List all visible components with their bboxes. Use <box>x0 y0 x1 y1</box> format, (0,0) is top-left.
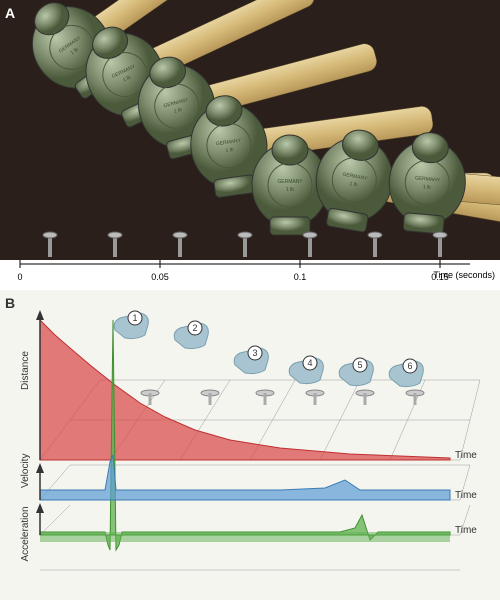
velocity-axis-label: Velocity <box>20 454 31 488</box>
nail-silhouette-5 <box>356 390 374 405</box>
hammer-weight-text: 1 lb <box>225 147 234 154</box>
frame-number: 4 <box>307 358 312 368</box>
hammer-silhouette-4: 4 <box>289 356 323 384</box>
distance-curve <box>40 320 450 460</box>
nail-head <box>303 232 317 238</box>
velocity-curve <box>40 455 450 500</box>
frame-number: 6 <box>407 361 412 371</box>
hammer-silhouette-2: 2 <box>174 321 208 349</box>
time-axis-label: Time (seconds) <box>433 270 495 280</box>
nail-silhouette-2 <box>201 390 219 405</box>
time-tick-label: 0.05 <box>151 272 169 282</box>
time-tick-label: 0.1 <box>294 272 307 282</box>
nail-5 <box>303 232 317 257</box>
frame-number: 2 <box>192 323 197 333</box>
panel-a-stroboscopic-photo: A GERMANY 1 lb GERMANY 1 lb <box>0 0 500 260</box>
nail-head <box>43 232 57 238</box>
panel-b-kinematics-diagram: B <box>0 290 500 600</box>
panel-b-label: B <box>5 295 15 311</box>
hammer-silhouette-6: 6 <box>389 359 423 387</box>
nail-4 <box>238 232 252 257</box>
hammer-face <box>403 213 444 234</box>
nail-3 <box>173 232 187 257</box>
hammer-weight-text: 1 lb <box>423 184 432 191</box>
nail-head <box>173 232 187 238</box>
nail-head <box>108 232 122 238</box>
hammer-silhouette-3: 3 <box>234 346 268 374</box>
nail-silhouette-3 <box>256 390 274 405</box>
hammer-ball-peen <box>272 135 308 165</box>
hammer-silhouette-5: 5 <box>339 358 373 386</box>
nail-head <box>368 232 382 238</box>
frame-number: 3 <box>252 348 257 358</box>
time-label-1: Time <box>455 450 477 461</box>
hammer-face <box>270 217 310 235</box>
nail-head <box>433 232 447 238</box>
nail-1 <box>43 232 57 257</box>
distance-axis-label: Distance <box>20 351 31 390</box>
nail-6 <box>368 232 382 257</box>
frame-number: 5 <box>357 360 362 370</box>
hammer-weight-text: 1 lb <box>286 187 294 193</box>
time-axis: 00.050.10.15 Time (seconds) <box>0 260 500 290</box>
nail-7 <box>433 232 447 257</box>
frame-number: 1 <box>132 313 137 323</box>
nail-head <box>238 232 252 238</box>
nail-silhouette-1 <box>141 390 159 405</box>
hammer-strobe-svg: GERMANY 1 lb GERMANY 1 lb GERMANY 1 lb G… <box>0 0 500 260</box>
nail-2 <box>108 232 122 257</box>
time-label-3: Time <box>455 525 477 536</box>
nail-silhouette-6 <box>406 390 424 405</box>
kinematics-svg: 1 2 3 4 5 6 <box>0 290 500 600</box>
panel-a-label: A <box>5 5 15 21</box>
time-tick-label: 0 <box>17 272 22 282</box>
nail-silhouette-4 <box>306 390 324 405</box>
acceleration-axis-label: Acceleration <box>20 506 31 561</box>
hammer-silhouette-1: 1 <box>114 311 148 339</box>
hammer-stamp-text: GERMANY <box>277 179 303 185</box>
time-label-2: Time <box>455 490 477 501</box>
